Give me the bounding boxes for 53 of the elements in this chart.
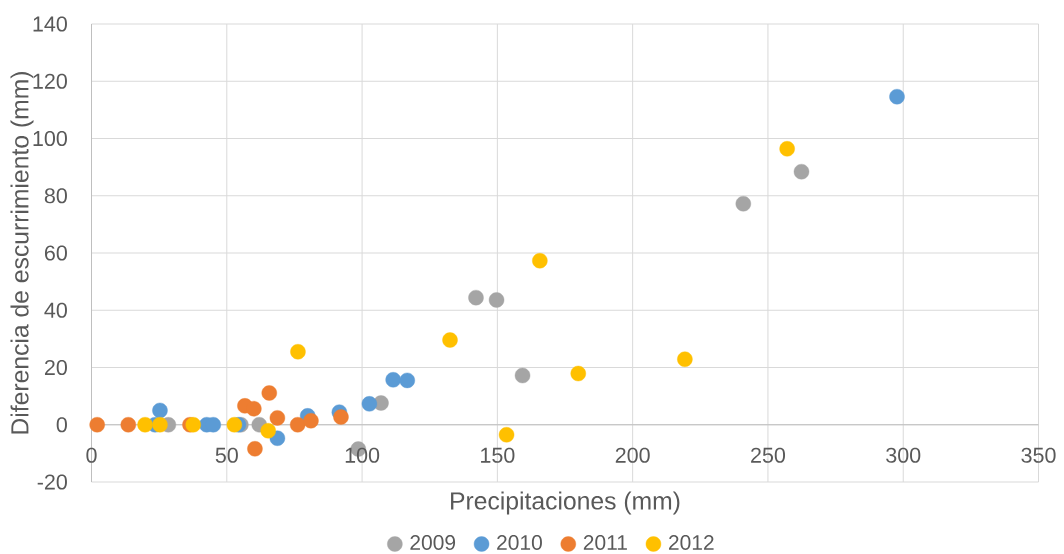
point	[385, 372, 401, 388]
y-tick-label: -20	[37, 474, 67, 490]
point	[779, 141, 795, 157]
point	[261, 385, 277, 401]
legend-label: 2010	[497, 535, 542, 550]
legend-label: 2009	[410, 535, 456, 550]
x-tick-label: 250	[751, 447, 786, 463]
point	[532, 253, 548, 269]
point	[677, 351, 693, 367]
y-tick-label: 40	[44, 302, 67, 318]
x-tick-label: 300	[886, 447, 921, 463]
point	[793, 164, 810, 180]
x-axis-title: Precipitaciones (mm)	[451, 491, 680, 515]
point	[498, 427, 515, 443]
x-tick-label: 50	[215, 447, 238, 463]
point	[570, 365, 586, 382]
point	[152, 417, 168, 433]
point	[468, 289, 484, 306]
y-tick-label: 0	[56, 417, 67, 433]
point	[399, 372, 415, 389]
point	[735, 196, 752, 212]
point	[514, 367, 531, 384]
point	[120, 417, 136, 433]
legend-label: 2011	[583, 535, 627, 550]
point	[290, 344, 306, 360]
y-tick-label: 140	[33, 16, 67, 32]
y-tick-label: 120	[33, 73, 67, 89]
x-tick-label: 150	[481, 447, 515, 463]
y-tick-label: 80	[44, 188, 67, 204]
point	[442, 332, 458, 348]
x-tick-label: 100	[345, 447, 380, 463]
y-tick-label: 20	[44, 359, 67, 376]
point	[333, 409, 349, 425]
point	[289, 417, 306, 433]
point	[246, 401, 262, 417]
x-tick-label: 350	[1021, 447, 1056, 463]
y-tick-label: 100	[33, 130, 67, 147]
point	[247, 441, 263, 457]
point	[303, 413, 319, 429]
point	[269, 410, 286, 426]
point	[361, 396, 378, 412]
point	[152, 402, 168, 419]
x-tick-label: 0	[86, 447, 97, 463]
point	[226, 417, 243, 433]
legend-label: 2012	[668, 535, 714, 550]
y-axis-title: Diferencia de escurrimiento (mm)	[10, 72, 34, 434]
point	[89, 417, 105, 433]
point	[488, 292, 505, 308]
y-tick-label: 60	[44, 245, 67, 261]
point	[889, 89, 905, 105]
point	[260, 423, 276, 439]
point	[137, 417, 153, 433]
x-tick-label: 200	[615, 447, 650, 463]
